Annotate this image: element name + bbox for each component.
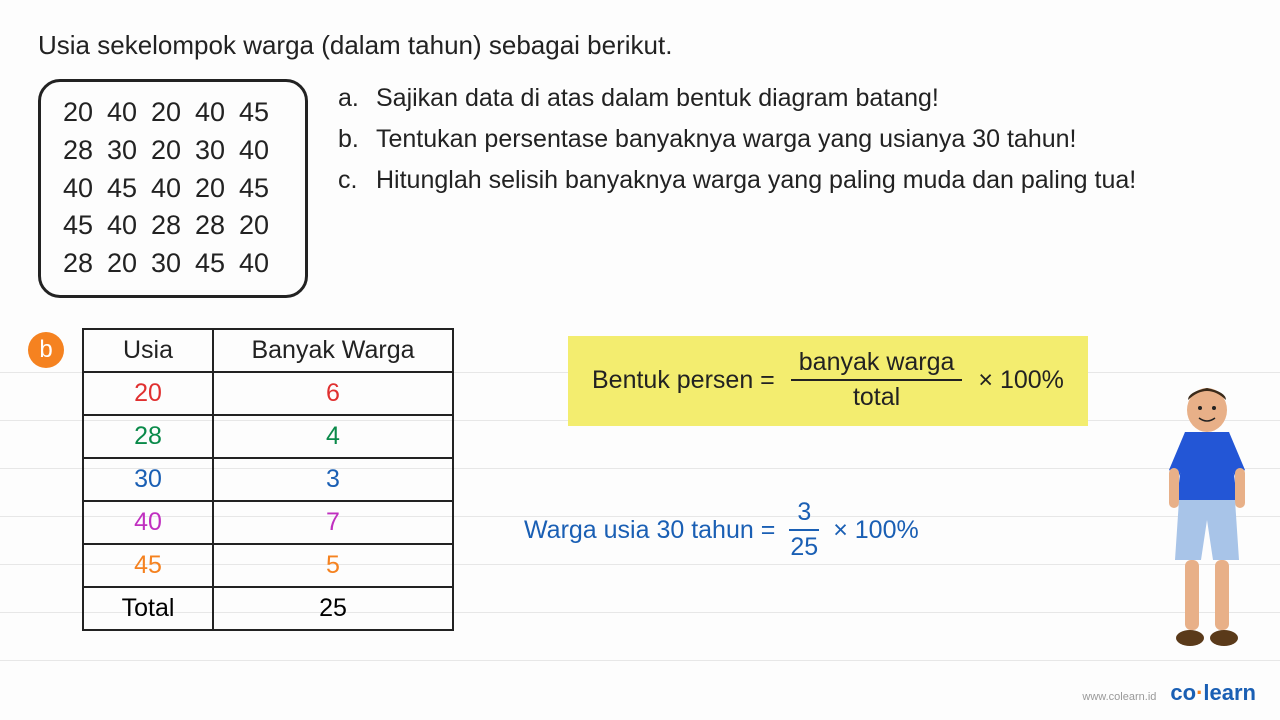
data-row: 4045402045 [63, 170, 283, 208]
data-row: 2830203040 [63, 132, 283, 170]
footer: www.colearn.id co·learn [1082, 680, 1256, 706]
data-cell: 20 [195, 170, 239, 208]
data-row: 2820304540 [63, 245, 283, 283]
td-total-value: 25 [213, 587, 453, 630]
question-a-label: a. [338, 79, 362, 118]
td-banyak: 3 [213, 458, 453, 501]
data-cell: 30 [107, 132, 151, 170]
data-cell: 40 [239, 245, 283, 283]
data-cell: 28 [63, 245, 107, 283]
calc-fraction: 3 25 [789, 498, 819, 562]
data-cell: 28 [151, 207, 195, 245]
data-cell: 28 [195, 207, 239, 245]
td-banyak: 5 [213, 544, 453, 587]
data-cell: 40 [151, 170, 195, 208]
calc-numerator: 3 [789, 498, 819, 531]
th-usia: Usia [83, 329, 213, 372]
formula-rhs: × 100% [978, 366, 1064, 395]
td-usia: 40 [83, 501, 213, 544]
data-cell: 40 [195, 94, 239, 132]
td-usia: 20 [83, 372, 213, 415]
content: Usia sekelompok warga (dalam tahun) seba… [0, 0, 1280, 298]
data-cell: 40 [107, 207, 151, 245]
data-cell: 20 [151, 94, 195, 132]
badge-b: b [28, 332, 64, 368]
data-cell: 30 [195, 132, 239, 170]
td-banyak: 7 [213, 501, 453, 544]
table-row: 455 [83, 544, 453, 587]
formula-numerator: banyak warga [791, 348, 963, 381]
questions: a. Sajikan data di atas dalam bentuk dia… [338, 79, 1242, 201]
data-row: 4540282820 [63, 207, 283, 245]
footer-url: www.colearn.id [1082, 691, 1156, 703]
data-row: 2040204045 [63, 94, 283, 132]
td-banyak: 6 [213, 372, 453, 415]
data-cell: 40 [239, 132, 283, 170]
data-cell: 20 [151, 132, 195, 170]
data-cell: 40 [63, 170, 107, 208]
brand-co: co [1170, 680, 1196, 705]
th-banyak: Banyak Warga [213, 329, 453, 372]
data-cell: 40 [107, 94, 151, 132]
data-cell: 20 [63, 94, 107, 132]
data-cell: 45 [239, 94, 283, 132]
question-c-label: c. [338, 161, 362, 200]
formula-fraction: banyak warga total [791, 348, 963, 412]
td-banyak: 4 [213, 415, 453, 458]
question-c-text: Hitunglah selisih banyaknya warga yang p… [376, 161, 1136, 200]
question-b: b. Tentukan persentase banyaknya warga y… [338, 120, 1242, 159]
frequency-table: Usia Banyak Warga 206284303407455 Total … [82, 328, 454, 631]
table-row: 303 [83, 458, 453, 501]
question-c: c. Hitunglah selisih banyaknya warga yan… [338, 161, 1242, 200]
question-b-text: Tentukan persentase banyaknya warga yang… [376, 120, 1077, 159]
brand-learn: learn [1203, 680, 1256, 705]
page-title: Usia sekelompok warga (dalam tahun) seba… [38, 30, 1242, 61]
td-usia: 30 [83, 458, 213, 501]
top-row: 2040204045283020304040454020454540282820… [38, 79, 1242, 298]
data-cell: 30 [151, 245, 195, 283]
brand-logo: co·learn [1170, 680, 1256, 706]
data-cell: 45 [239, 170, 283, 208]
character-illustration [1155, 380, 1260, 660]
data-cell: 20 [239, 207, 283, 245]
calc-lhs: Warga usia 30 tahun = [524, 516, 775, 545]
formula-box: Bentuk persen = banyak warga total × 100… [568, 336, 1088, 426]
question-b-label: b. [338, 120, 362, 159]
calculation-line: Warga usia 30 tahun = 3 25 × 100% [524, 498, 919, 562]
calc-denominator: 25 [790, 531, 818, 562]
td-usia: 45 [83, 544, 213, 587]
td-total-label: Total [83, 587, 213, 630]
data-cell: 45 [63, 207, 107, 245]
data-cell: 20 [107, 245, 151, 283]
formula-lhs: Bentuk persen = [592, 366, 775, 395]
calc-rhs: × 100% [833, 516, 919, 545]
formula-denominator: total [853, 381, 900, 412]
table-row: 407 [83, 501, 453, 544]
table-row: 284 [83, 415, 453, 458]
data-cell: 45 [107, 170, 151, 208]
table-row: 206 [83, 372, 453, 415]
question-a: a. Sajikan data di atas dalam bentuk dia… [338, 79, 1242, 118]
question-a-text: Sajikan data di atas dalam bentuk diagra… [376, 79, 939, 118]
raw-data-box: 2040204045283020304040454020454540282820… [38, 79, 308, 298]
section-b: b Usia Banyak Warga 206284303407455 Tota… [28, 328, 454, 631]
data-cell: 28 [63, 132, 107, 170]
data-cell: 45 [195, 245, 239, 283]
td-usia: 28 [83, 415, 213, 458]
